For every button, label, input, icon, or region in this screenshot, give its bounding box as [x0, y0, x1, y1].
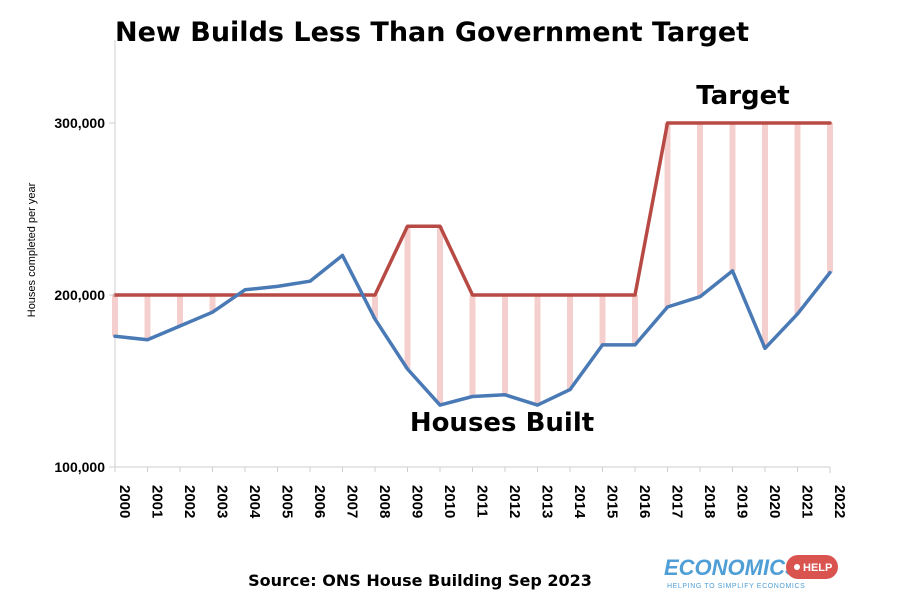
data-point	[666, 305, 669, 309]
x-tick-label: 2020	[766, 485, 783, 518]
logo-dot-icon	[794, 564, 800, 570]
x-tick-label: 2018	[701, 485, 718, 518]
data-point	[276, 284, 279, 288]
y-tick-label: 100,000	[54, 459, 105, 475]
x-tick-label: 2005	[279, 485, 296, 518]
data-point	[568, 388, 572, 392]
source-note: Source: ONS House Building Sep 2023	[248, 571, 592, 590]
data-point	[601, 293, 604, 297]
x-tick-label: 2022	[831, 485, 848, 518]
economics-help-logo: ECONOMICS HELP HELPING TO SIMPLIFY ECONO…	[664, 555, 838, 590]
x-tick-label: 2021	[799, 485, 816, 518]
logo-main-text: ECONOMICS	[664, 555, 800, 580]
data-point	[828, 271, 832, 275]
data-point	[796, 121, 799, 125]
y-tick-label: 300,000	[54, 115, 105, 131]
x-tick-label: 2002	[181, 485, 198, 518]
logo-tagline: HELPING TO SIMPLIFY ECONOMICS	[667, 583, 805, 590]
x-tick-label: 2019	[734, 485, 751, 518]
x-tick-label: 2012	[506, 485, 523, 518]
data-point	[471, 394, 474, 398]
x-tick-label: 2001	[149, 485, 166, 518]
x-tick-label: 2017	[669, 485, 686, 518]
data-point	[308, 293, 312, 297]
x-tick-label: 2004	[246, 485, 263, 519]
x-tick-label: 2014	[571, 485, 588, 519]
series-lines	[113, 121, 832, 407]
data-point	[211, 310, 214, 314]
data-point	[146, 338, 149, 342]
data-point	[308, 279, 312, 283]
data-point	[731, 269, 734, 273]
data-point	[341, 253, 344, 257]
x-tick-label: 2015	[604, 485, 621, 518]
data-point	[276, 293, 279, 297]
data-point	[503, 293, 507, 297]
x-tick-label: 2003	[214, 485, 231, 518]
data-point	[601, 343, 604, 347]
data-point	[438, 224, 442, 228]
data-point	[828, 121, 832, 125]
y-axis-label: Houses completed per year	[26, 182, 38, 317]
data-point	[666, 121, 669, 125]
y-ticks: 100,000 200,000 300,000	[54, 115, 115, 475]
x-ticks: 2000 2001 2002 2003 2004 2005 2006 2007 2008 2009…	[114, 467, 848, 519]
logo-badge	[786, 555, 838, 579]
chart-title: New Builds Less Than Government Target	[115, 17, 749, 48]
data-point	[763, 121, 767, 125]
data-point	[568, 293, 572, 297]
y-tick-label: 200,000	[54, 287, 105, 303]
x-tick-label: 2007	[344, 485, 361, 518]
x-tick-label: 2006	[311, 485, 328, 518]
gap-shading	[112, 123, 833, 406]
data-point	[698, 121, 702, 125]
data-point	[178, 324, 182, 328]
x-tick-label: 2000	[116, 485, 133, 518]
x-tick-label: 2008	[376, 485, 393, 518]
data-point	[796, 312, 799, 316]
houses-built-annotation: Houses Built	[410, 408, 594, 438]
data-point	[406, 224, 409, 228]
data-point	[113, 334, 117, 338]
data-point	[341, 293, 344, 297]
data-point	[178, 293, 182, 297]
x-tick-label: 2011	[474, 485, 491, 518]
data-point	[503, 393, 507, 397]
x-tick-label: 2009	[409, 485, 426, 518]
data-point	[763, 346, 767, 350]
data-point	[536, 293, 539, 297]
data-point	[243, 293, 247, 297]
data-point	[633, 293, 637, 297]
x-tick-label: 2016	[636, 485, 653, 518]
x-tick-label: 2013	[539, 485, 556, 518]
data-point	[243, 288, 247, 292]
data-point	[536, 403, 539, 407]
data-point	[471, 293, 474, 297]
data-point	[146, 293, 149, 297]
data-point	[373, 317, 377, 321]
data-point	[698, 295, 702, 299]
data-point	[406, 367, 409, 371]
data-point	[438, 403, 442, 407]
target-annotation: Target	[696, 81, 789, 111]
data-point	[633, 343, 637, 347]
series-line-target	[113, 121, 832, 297]
x-tick-label: 2010	[441, 485, 458, 518]
data-point	[731, 121, 734, 125]
logo-badge-text: HELP	[803, 562, 832, 574]
data-point	[373, 293, 377, 297]
data-point	[211, 293, 214, 297]
